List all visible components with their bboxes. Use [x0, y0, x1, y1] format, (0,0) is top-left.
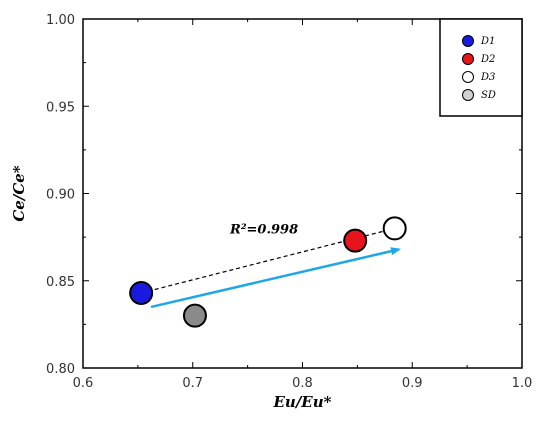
legend-marker-sd	[462, 89, 474, 101]
y-tick-label: 0.95	[46, 100, 75, 115]
data-point-sd	[182, 303, 207, 328]
legend-label-d2: D2	[480, 54, 495, 65]
x-axis-title: Eu/Eu*	[272, 393, 331, 411]
x-tick-label: 0.9	[402, 376, 423, 391]
data-point-d2	[343, 228, 368, 253]
y-tick-label: 0.85	[46, 275, 75, 290]
y-tick-label: 1.00	[46, 13, 75, 28]
legend: D1 D2 D3 SD	[439, 18, 523, 117]
y-axis-title: Ce/Ce*	[10, 165, 28, 221]
legend-label-d3: D3	[480, 72, 495, 83]
legend-label-sd: SD	[481, 90, 496, 101]
legend-marker-d2	[462, 53, 474, 65]
y-tick-label: 0.80	[46, 362, 75, 377]
x-tick-label: 0.8	[292, 376, 313, 391]
x-tick-label: 1.0	[512, 376, 533, 391]
legend-box	[439, 18, 523, 117]
r-squared-label: R²=0.998	[229, 223, 298, 238]
legend-marker-d3	[462, 71, 474, 83]
legend-label-d1: D1	[480, 36, 495, 47]
x-tick-label: 0.7	[182, 376, 203, 391]
trend-arrow	[150, 247, 402, 309]
y-tick-label: 0.90	[46, 188, 75, 203]
data-point-d1	[129, 280, 154, 305]
data-point-d3	[382, 216, 407, 241]
plot-frame	[82, 18, 523, 369]
legend-marker-d1	[462, 35, 474, 47]
x-tick-label: 0.6	[73, 376, 94, 391]
data-points	[129, 216, 407, 328]
